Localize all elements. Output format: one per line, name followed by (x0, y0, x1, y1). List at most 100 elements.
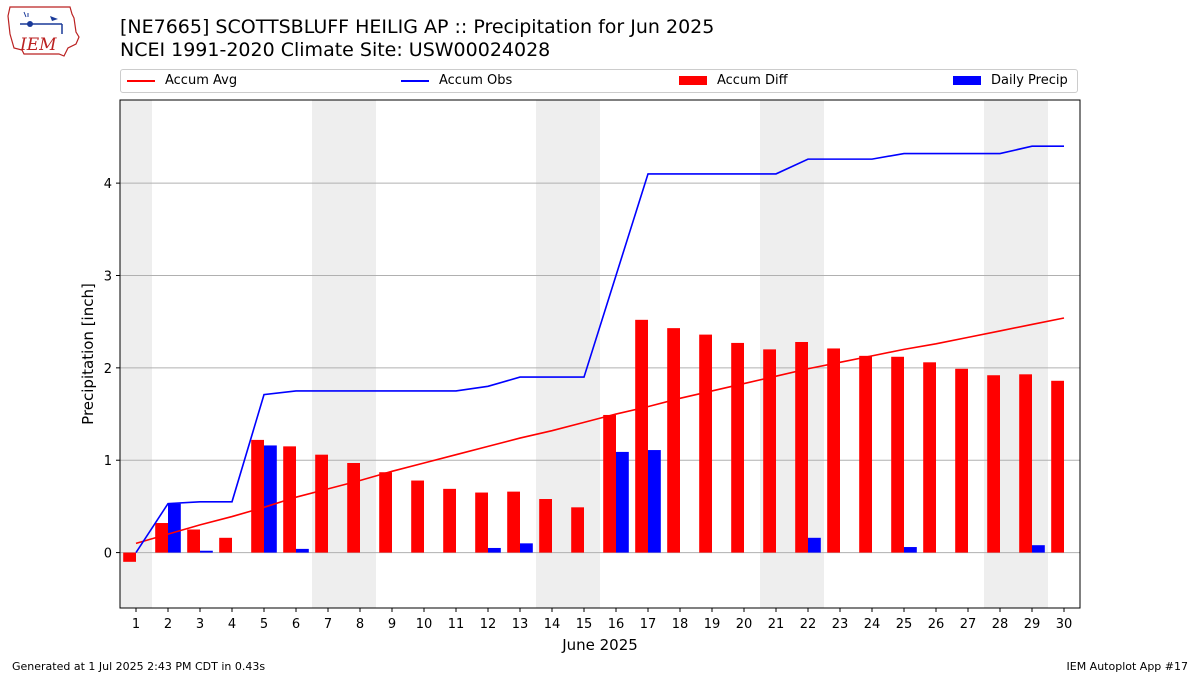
accum-diff-bar (507, 491, 520, 553)
accum-diff-bar (827, 348, 840, 553)
legend-item-accum-avg: Accum Avg (127, 73, 237, 88)
accum-diff-bar (539, 499, 552, 553)
accum-diff-bar (155, 523, 168, 553)
accum-diff-bar (571, 507, 584, 553)
y-tick-label: 3 (104, 269, 112, 284)
accum-diff-bar (859, 355, 872, 553)
x-tick-label: 3 (196, 617, 204, 632)
plot-frame (119, 99, 1081, 609)
legend-item-daily-precip: Daily Precip (953, 73, 1068, 88)
x-tick-label: 28 (992, 617, 1009, 632)
daily-precip-bar (616, 451, 629, 553)
x-tick-label: 16 (608, 617, 625, 632)
accum-diff-bar (667, 328, 680, 553)
accum-diff-bar (443, 488, 456, 553)
accum-diff-bar (1019, 374, 1032, 553)
x-tick-label: 1 (132, 617, 140, 632)
accum-avg-line (135, 317, 1065, 545)
legend: Accum Avg Accum Obs Accum Diff Daily Pre… (120, 69, 1078, 93)
x-tick-label: 11 (448, 617, 465, 632)
accum-obs-line (135, 145, 1064, 554)
accum-diff-bar (955, 368, 968, 553)
accum-diff-bar (219, 537, 232, 553)
x-tick-label: 19 (704, 617, 721, 632)
daily-precip-bar (904, 547, 917, 553)
daily-precip-bar (296, 548, 309, 553)
x-tick-label: 5 (260, 617, 268, 632)
x-tick-label: 29 (1024, 617, 1041, 632)
footer-generated-text: Generated at 1 Jul 2025 2:43 PM CDT in 0… (12, 660, 266, 673)
legend-label-accum-avg: Accum Avg (165, 73, 238, 88)
daily-precip-bar (264, 445, 277, 553)
y-axis-label: Precipitation [inch] (79, 283, 97, 425)
legend-item-accum-obs: Accum Obs (401, 73, 512, 88)
x-tick-label: 4 (228, 617, 236, 632)
daily-precip-bar (488, 547, 501, 553)
x-tick-label: 18 (672, 617, 689, 632)
x-tick-label: 30 (1056, 617, 1073, 632)
x-tick-label: 12 (480, 617, 497, 632)
legend-swatch-accum-avg (127, 79, 155, 82)
grid-lines (120, 182, 1080, 554)
x-tick-label: 24 (864, 617, 881, 632)
y-tick-label: 2 (104, 362, 112, 377)
legend-item-accum-diff: Accum Diff (679, 73, 788, 88)
accum-diff-bar (635, 319, 648, 553)
legend-label-accum-diff: Accum Diff (717, 73, 788, 88)
accum-diff-bar (315, 454, 328, 553)
accum-diff-bar (763, 349, 776, 553)
y-tick-label: 1 (104, 454, 112, 469)
chart-subtitle: NCEI 1991-2020 Climate Site: USW00024028 (120, 39, 551, 61)
x-tick-label: 8 (356, 617, 364, 632)
y-tick-label: 4 (104, 177, 112, 192)
accum-diff-bar (347, 462, 360, 553)
accum-diff-bar (1051, 380, 1064, 553)
accum-diff-bar (891, 356, 904, 553)
accum-diff-bar (795, 341, 808, 553)
x-tick-label: 22 (800, 617, 817, 632)
accum-diff-bar (411, 480, 424, 553)
x-tick-label: 26 (928, 617, 945, 632)
accum-diff-bar (251, 439, 264, 553)
daily-precip-bar (520, 543, 533, 553)
x-tick-label: 7 (324, 617, 332, 632)
accum-diff-bar (123, 552, 136, 562)
accum-diff-bar (731, 342, 744, 553)
accum-diff-bar (187, 529, 200, 553)
accum-diff-bar (987, 375, 1000, 553)
daily-precip-bar (1032, 545, 1045, 553)
x-tick-label: 15 (576, 617, 593, 632)
x-tick-label: 14 (544, 617, 561, 632)
x-tick-label: 27 (960, 617, 977, 632)
x-tick-label: 17 (640, 617, 657, 632)
accum-diff-bar (475, 492, 488, 553)
x-tick-label: 2 (164, 617, 172, 632)
x-tick-label: 25 (896, 617, 913, 632)
accum-diff-bar (379, 472, 392, 553)
x-tick-label: 13 (512, 617, 529, 632)
line-series (135, 145, 1065, 554)
bar-series (123, 319, 1064, 562)
legend-swatch-accum-obs (401, 79, 429, 82)
x-axis-label: June 2025 (561, 636, 638, 654)
x-tick-label: 6 (292, 617, 300, 632)
accum-diff-bar (923, 362, 936, 553)
accum-diff-bar (603, 414, 616, 553)
x-tick-label: 20 (736, 617, 753, 632)
daily-precip-bar (200, 550, 213, 553)
logo-text: IEM (19, 35, 57, 55)
daily-precip-bar (808, 537, 821, 553)
x-tick-label: 23 (832, 617, 849, 632)
legend-swatch-accum-diff (679, 76, 707, 85)
accum-diff-bar (699, 334, 712, 553)
daily-precip-bar (168, 503, 181, 553)
x-tick-label: 21 (768, 617, 785, 632)
x-tick-label: 9 (388, 617, 396, 632)
daily-precip-bar (648, 450, 661, 553)
legend-label-daily-precip: Daily Precip (991, 73, 1068, 88)
chart-title: [NE7665] SCOTTSBLUFF HEILIG AP :: Precip… (120, 16, 715, 38)
legend-swatch-daily-precip (953, 76, 981, 85)
legend-label-accum-obs: Accum Obs (439, 73, 513, 88)
